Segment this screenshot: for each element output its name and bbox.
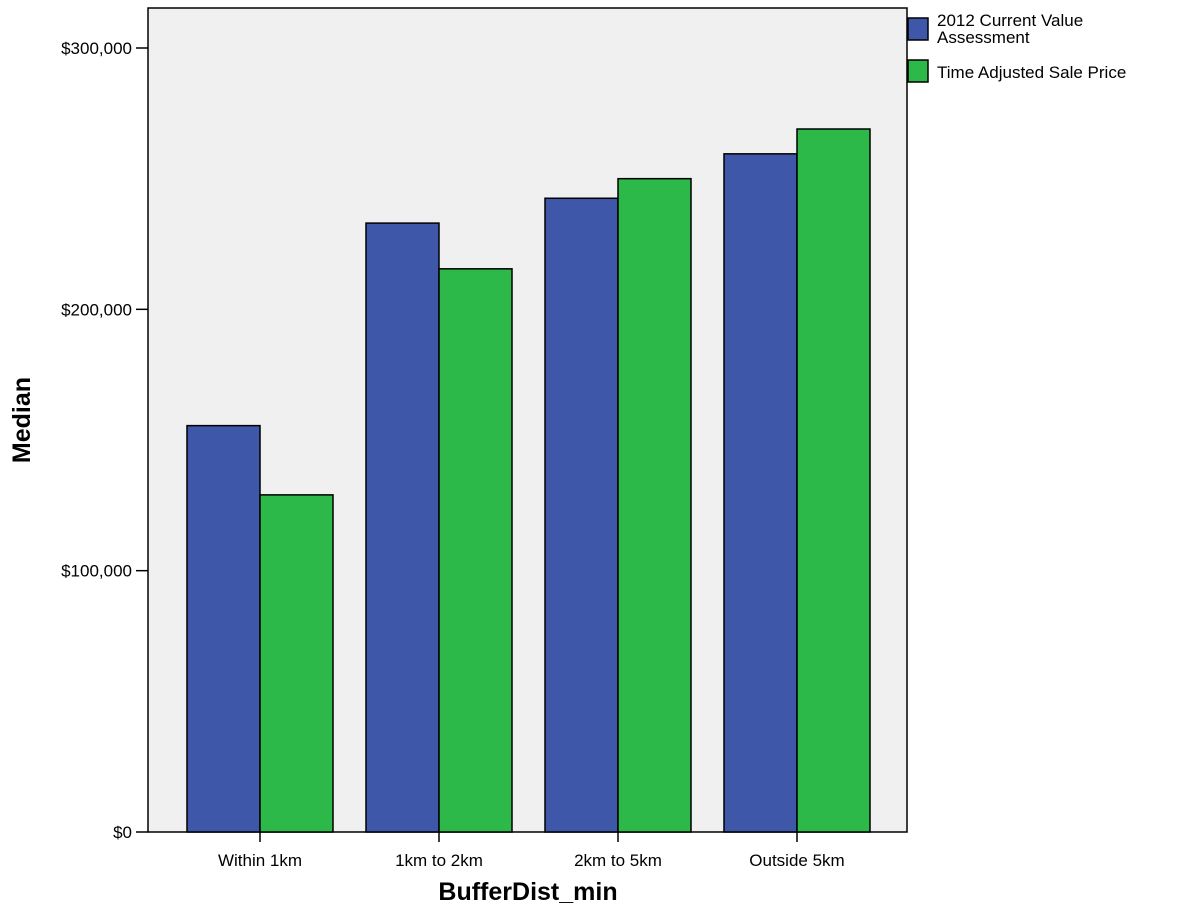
legend-label: Assessment [937, 28, 1030, 47]
y-axis: $0 $100,000 $200,000 $300,000 [61, 39, 148, 842]
bar-assessment [544, 197, 619, 833]
y-tick-label: $0 [113, 823, 132, 842]
y-tick-label: $100,000 [61, 562, 132, 581]
x-axis-title: BufferDist_min [438, 878, 617, 906]
legend-label: Time Adjusted Sale Price [937, 63, 1126, 82]
x-tick-label: Within 1km [218, 851, 302, 870]
x-axis: Within 1km 1km to 2km 2km to 5km Outside 5k… [218, 832, 845, 870]
bar-sale-price [259, 494, 334, 833]
x-tick-label: 1km to 2km [395, 851, 483, 870]
legend-swatch [907, 17, 929, 41]
bar-assessment [365, 222, 440, 833]
bar-assessment [723, 153, 798, 833]
x-tick-label: Outside 5km [749, 851, 844, 870]
legend-label: 2012 Current Value [937, 11, 1083, 30]
bar-sale-price [796, 128, 871, 833]
legend-swatch [907, 59, 929, 83]
x-tick-label: 2km to 5km [574, 851, 662, 870]
y-tick-label: $300,000 [61, 39, 132, 58]
y-axis-title: Median [8, 377, 36, 463]
bar-sale-price [438, 268, 513, 833]
y-tick-label: $200,000 [61, 300, 132, 319]
bar-sale-price [617, 177, 692, 833]
bars [186, 128, 871, 833]
bar-assessment [186, 424, 261, 833]
